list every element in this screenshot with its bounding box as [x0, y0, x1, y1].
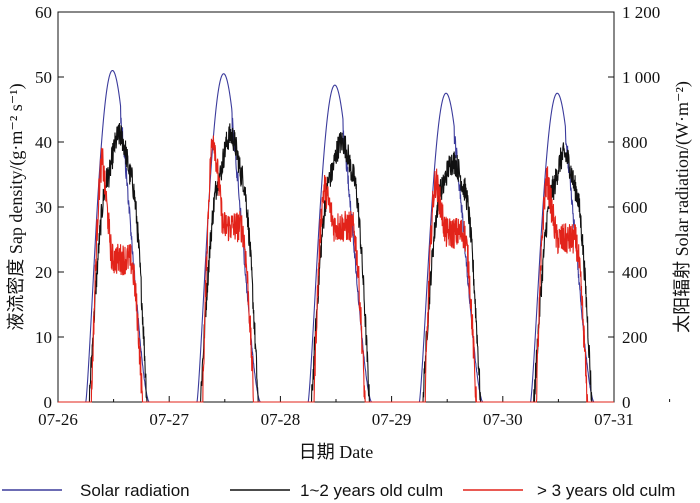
- right-tick-label: 600: [622, 198, 648, 217]
- x-tick-label: 07-30: [483, 410, 523, 429]
- series-lines: [58, 69, 614, 403]
- legend-label-old: > 3 years old culm: [537, 481, 675, 500]
- legend-label-young: 1~2 years old culm: [300, 481, 443, 500]
- x-tick-label: 07-28: [261, 410, 301, 429]
- series-young-culm: [58, 122, 614, 403]
- x-axis-title: 日期 Date: [299, 442, 373, 462]
- legend: Solar radiation 1~2 years old culm > 3 y…: [2, 481, 675, 500]
- left-axis-title: 液流密度 Sap density/(g·m⁻² s⁻¹): [6, 83, 27, 330]
- x-tick-label: 07-26: [38, 410, 78, 429]
- plot-frame: [57, 11, 615, 403]
- x-tick-label: 07-31: [594, 410, 634, 429]
- right-tick-label: 800: [622, 133, 648, 152]
- legend-label-solar: Solar radiation: [80, 481, 190, 500]
- left-tick-label: 30: [35, 198, 52, 217]
- left-tick-label: 50: [35, 68, 52, 87]
- x-tick-label: 07-27: [149, 410, 189, 429]
- x-tick-label: 07-29: [372, 410, 412, 429]
- left-tick-label: 20: [35, 263, 52, 282]
- right-tick-label: 1 200: [622, 3, 660, 22]
- left-tick-label: 40: [35, 133, 52, 152]
- left-tick-label: 60: [35, 3, 52, 22]
- right-tick-label: 400: [622, 263, 648, 282]
- right-tick-label: 200: [622, 328, 648, 347]
- series-old-culm: [58, 135, 614, 403]
- left-tick-label: 0: [44, 393, 53, 412]
- right-tick-label: 1 000: [622, 68, 660, 87]
- left-tick-label: 10: [35, 328, 52, 347]
- right-axis-title: 太阳辐射 Solar radiation/(W·m⁻²): [672, 81, 693, 333]
- right-tick-label: 0: [622, 393, 631, 412]
